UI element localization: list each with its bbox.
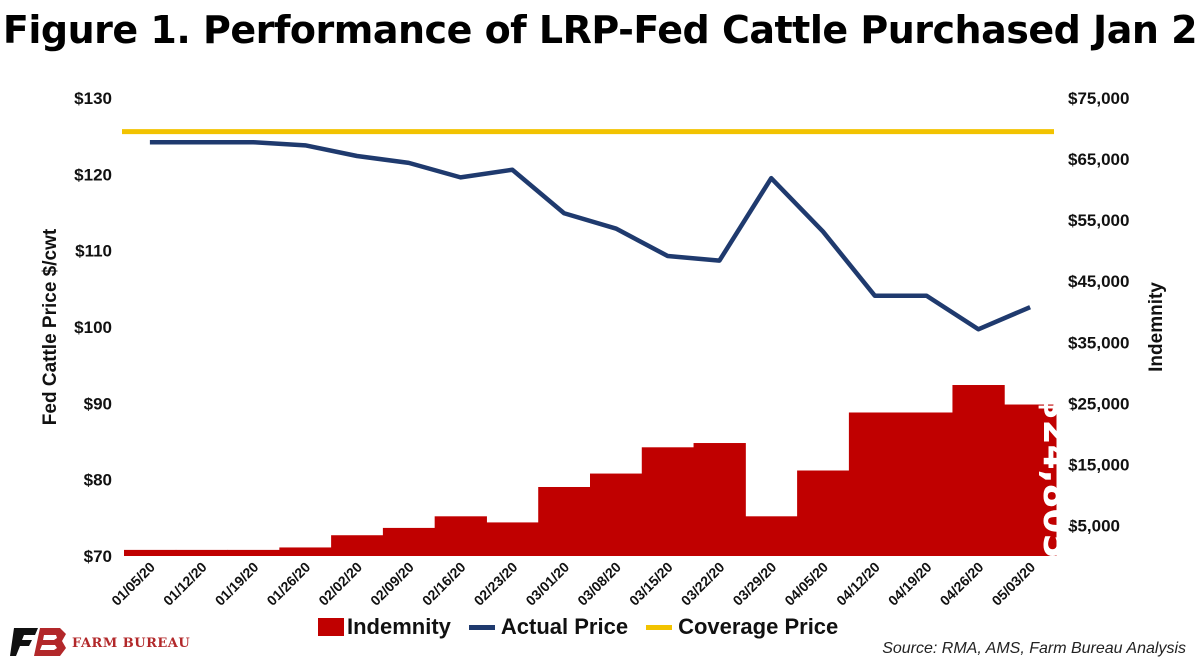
x-tick-label: 01/19/20 — [212, 559, 262, 609]
indemnity-bar — [382, 527, 436, 556]
x-tick-label: 03/15/20 — [626, 559, 676, 609]
indemnity-bar — [434, 516, 487, 556]
y-tick-label: $90 — [84, 394, 112, 413]
y2-tick-label: $75,000 — [1068, 89, 1129, 108]
y-tick-label: $100 — [74, 318, 112, 337]
y2-tick-label: $35,000 — [1068, 333, 1129, 352]
indemnity-bar — [952, 385, 1005, 556]
farm-bureau-logo-text: FARM BUREAU — [72, 636, 191, 651]
legend-label-coverage-price: Coverage Price — [678, 614, 839, 639]
x-tick-label: 03/08/20 — [574, 559, 624, 609]
y-tick-label: $110 — [75, 242, 112, 261]
indemnity-bar — [641, 447, 695, 556]
y2-tick-label: $45,000 — [1068, 272, 1129, 291]
indemnity-bar — [590, 473, 643, 556]
y-tick-label: $70 — [84, 547, 112, 566]
y-tick-label: $80 — [84, 471, 112, 490]
x-tick-label: 03/01/20 — [522, 559, 572, 609]
indemnity-bar — [693, 443, 746, 556]
x-tick-label: 01/26/20 — [263, 559, 313, 609]
legend-label-actual-price: Actual Price — [500, 614, 629, 639]
x-tick-label: 02/16/20 — [419, 559, 469, 609]
indemnity-bar — [538, 486, 591, 556]
x-tick-label: 03/29/20 — [729, 559, 779, 609]
indemnity-bar — [124, 549, 177, 556]
x-tick-label: 01/12/20 — [160, 559, 210, 609]
y-tick-label: $120 — [74, 165, 112, 184]
x-tick-label: 04/12/20 — [833, 559, 883, 609]
indemnity-bar — [175, 549, 229, 556]
indemnity-bar — [797, 470, 850, 556]
indemnity-bar — [279, 547, 332, 556]
x-tick-label: 01/05/20 — [108, 559, 158, 609]
y-tick-label: $130 — [74, 89, 112, 108]
y2-tick-label: $65,000 — [1068, 150, 1129, 169]
legend-label-indemnity: Indemnity — [347, 614, 451, 639]
legend-item-coverage-price: Coverage Price — [646, 614, 838, 640]
x-tick-label: 04/05/20 — [781, 559, 831, 609]
x-tick-label: 05/03/20 — [988, 559, 1038, 609]
y2-tick-label: $25,000 — [1068, 394, 1129, 413]
indemnity-bar — [1004, 404, 1057, 556]
indemnity-bar — [227, 549, 280, 556]
indemnity-bar — [331, 535, 384, 556]
farm-bureau-logo: FARM BUREAU — [10, 626, 200, 660]
y2-axis-title: Indemnity — [1146, 282, 1167, 372]
source-note: Source: RMA, AMS, Farm Bureau Analysis — [882, 640, 1186, 657]
y2-tick-label: $5,000 — [1068, 516, 1120, 535]
x-tick-label: 03/22/20 — [678, 559, 728, 609]
x-tick-label: 04/26/20 — [937, 559, 987, 609]
legend-swatch-indemnity — [318, 618, 344, 636]
legend-swatch-coverage-price — [646, 624, 673, 630]
indemnity-bar — [486, 522, 539, 556]
farm-bureau-fb-logo-icon — [10, 628, 66, 656]
indemnity-annotation: $24,805 — [1035, 395, 1076, 559]
y2-tick-label: $15,000 — [1068, 455, 1129, 474]
x-tick-label: 02/02/20 — [315, 559, 365, 609]
x-tick-label: 02/23/20 — [471, 559, 521, 609]
indemnity-bar — [745, 516, 798, 556]
y-axis-title: Fed Cattle Price $/cwt — [40, 228, 61, 425]
indemnity-bar — [900, 412, 953, 556]
indemnity-bar — [848, 412, 902, 556]
actual-price-line — [149, 140, 1031, 332]
chart-title: Figure 1. Performance of LRP-Fed Cattle … — [2, 8, 1198, 52]
legend-swatch-actual-price — [468, 624, 495, 630]
legend: Indemnity Actual Price Coverage Price — [318, 614, 856, 640]
x-tick-label: 02/09/20 — [367, 559, 417, 609]
legend-item-actual-price: Actual Price — [468, 614, 629, 640]
x-tick-label: 04/19/20 — [885, 559, 935, 609]
y2-tick-label: $55,000 — [1068, 211, 1129, 230]
legend-item-indemnity: Indemnity — [318, 614, 451, 640]
